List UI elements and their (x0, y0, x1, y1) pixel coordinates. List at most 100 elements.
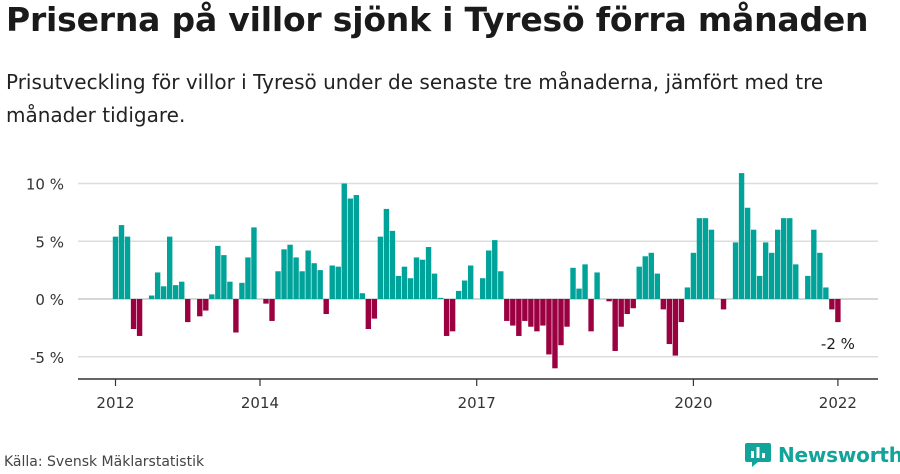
bar (708, 229, 715, 299)
bar (323, 299, 329, 315)
bar (696, 218, 703, 299)
y-tick-label: -5 % (30, 349, 64, 367)
bar (558, 299, 564, 346)
bar (546, 299, 552, 355)
bar (612, 299, 618, 351)
bar (684, 287, 691, 299)
bar (480, 278, 486, 299)
bar (413, 257, 420, 299)
bar (624, 299, 630, 315)
value-annotation: -2 % (821, 335, 855, 353)
bar (732, 242, 739, 299)
bar (702, 218, 709, 299)
x-tick-label: 2022 (819, 394, 857, 412)
bars (112, 173, 841, 369)
bar (124, 236, 131, 299)
bar (817, 252, 823, 299)
bar (118, 225, 125, 299)
bar (528, 299, 534, 327)
newsworthy-icon (745, 443, 771, 467)
bar (461, 280, 468, 299)
x-tick-label: 2014 (241, 394, 279, 412)
bar (281, 249, 287, 299)
bar (136, 299, 143, 336)
bar (299, 271, 305, 299)
bar (720, 299, 727, 310)
bar (130, 299, 137, 330)
bar (431, 273, 438, 299)
bar (395, 275, 402, 299)
bar (329, 265, 335, 299)
bar (642, 256, 648, 299)
bar (263, 299, 269, 304)
x-tick-label: 2020 (674, 394, 712, 412)
bar (835, 299, 841, 323)
bar (275, 271, 281, 299)
bar (239, 282, 245, 299)
bar (383, 208, 390, 299)
bar (793, 264, 799, 299)
bar (805, 275, 811, 299)
bar (636, 266, 642, 299)
bar (221, 255, 227, 299)
bar (594, 272, 600, 299)
bar (606, 299, 612, 302)
bar (738, 173, 745, 299)
bar (486, 250, 492, 299)
source-note: Källa: Svensk Mäklarstatistik (4, 454, 205, 470)
bar (311, 263, 317, 299)
bar (498, 271, 504, 299)
bar (666, 299, 673, 345)
bar (787, 218, 793, 299)
bar (173, 285, 179, 299)
bar (341, 183, 347, 299)
bar (287, 244, 293, 299)
bar (203, 299, 209, 311)
bar (425, 247, 432, 299)
brand-name: Newsworthy (778, 443, 900, 467)
bar (504, 299, 510, 321)
bar (552, 299, 558, 369)
bar (305, 250, 311, 299)
bar (750, 229, 757, 299)
bar (455, 290, 462, 299)
bar (437, 297, 444, 299)
bar (768, 252, 775, 299)
bar (522, 299, 528, 321)
bar (449, 299, 456, 332)
bar (185, 299, 191, 323)
brand-logo[interactable]: Newsworthy (744, 441, 900, 469)
bar (215, 245, 221, 299)
bar (582, 264, 588, 299)
bar (353, 195, 359, 299)
bar (317, 270, 323, 299)
y-tick-label: 0 % (35, 291, 64, 309)
bar (227, 281, 233, 299)
bar (347, 198, 353, 299)
bar (781, 218, 787, 299)
bar (823, 287, 829, 299)
bar (365, 299, 372, 330)
bar (576, 288, 582, 299)
chart-title: Priserna på villor sjönk i Tyresö förra … (6, 0, 869, 39)
bar (160, 286, 167, 299)
bar (154, 272, 161, 299)
bar (672, 299, 679, 356)
x-tick-label: 2012 (96, 394, 134, 412)
bar (148, 295, 155, 299)
bar (179, 281, 185, 299)
bar (588, 299, 594, 332)
bar (335, 266, 341, 299)
bar (618, 299, 624, 327)
bar (570, 267, 576, 299)
bar (516, 299, 522, 336)
chart-subtitle: Prisutveckling för villor i Tyresö under… (6, 70, 824, 127)
y-axis-labels: 10 % 5 % 0 % -5 % (26, 176, 64, 367)
bar (389, 230, 396, 299)
bar (678, 299, 685, 323)
bar (630, 299, 636, 309)
bar (166, 236, 173, 299)
x-axis: 2012 2014 2017 2020 2022 (78, 378, 878, 412)
bar (251, 227, 257, 299)
